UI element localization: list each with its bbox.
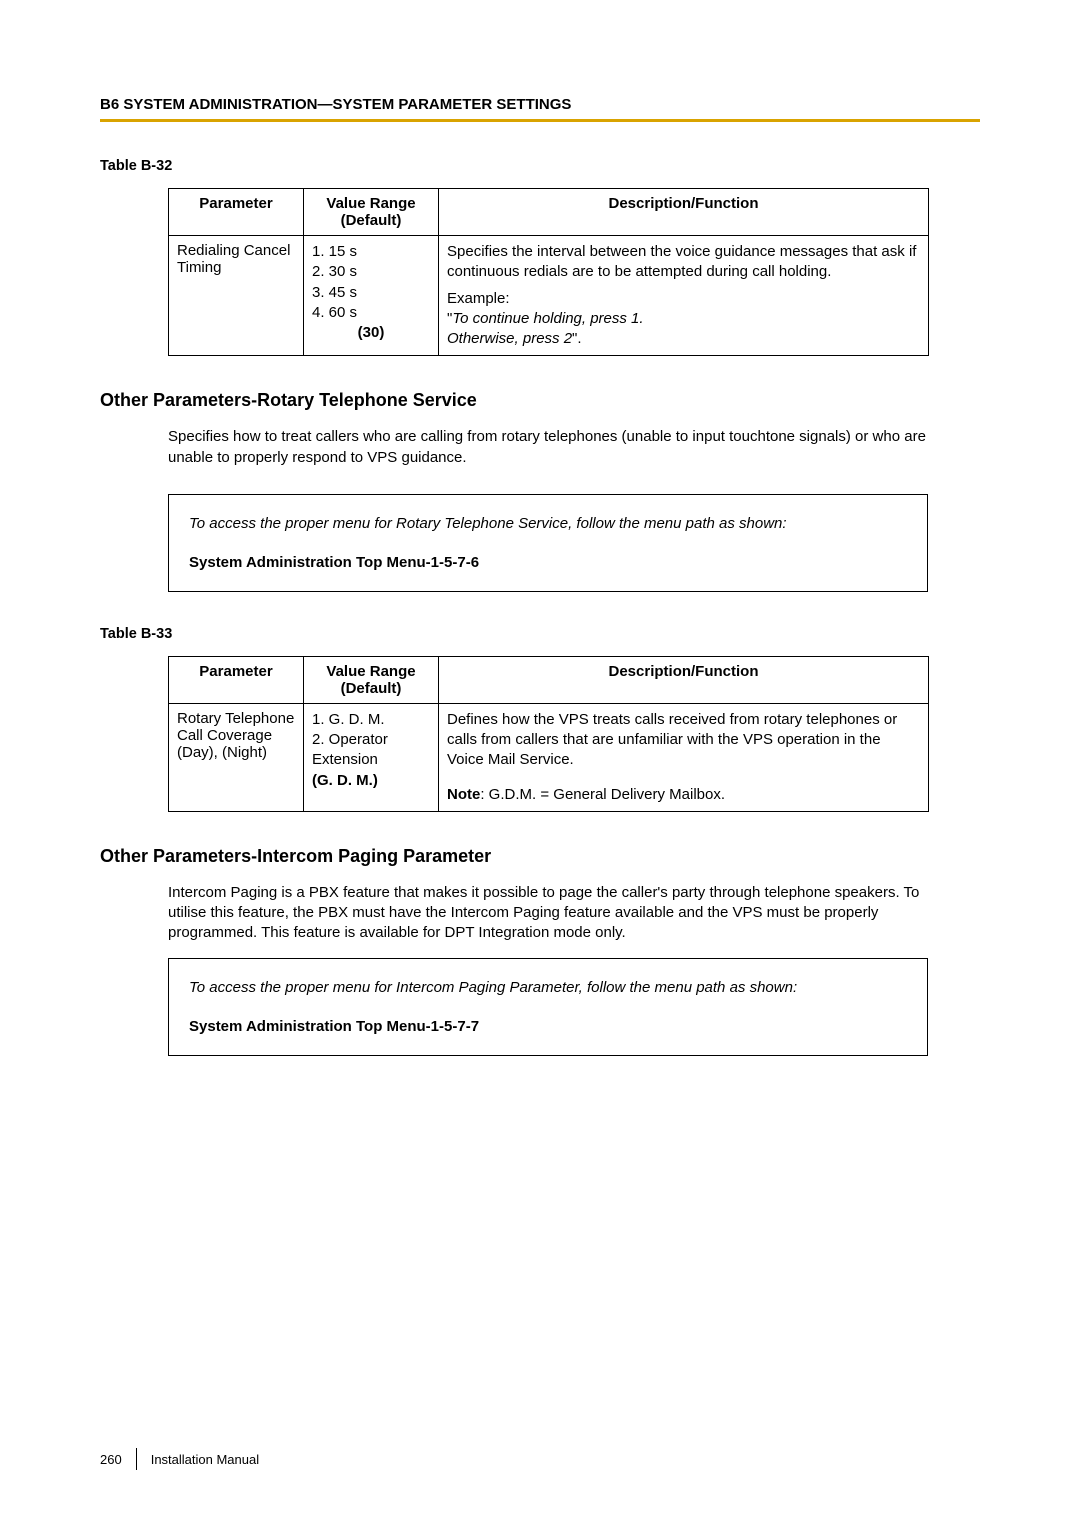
col-header-parameter: Parameter (169, 656, 304, 703)
value-option: 1. G. D. M. (312, 710, 430, 730)
example-label: Example: (447, 289, 920, 309)
note-label: Note (447, 786, 480, 803)
cell-description: Defines how the VPS treats calls receive… (439, 703, 929, 811)
intercom-menu-box: To access the proper menu for Intercom P… (168, 958, 928, 1056)
page-header-title: B6 SYSTEM ADMINISTRATION—SYSTEM PARAMETE… (100, 96, 980, 113)
col-header-description: Description/Function (439, 656, 929, 703)
cell-value-range: 1. 15 s 2. 30 s 3. 45 s 4. 60 s (30) (304, 236, 439, 356)
footer-divider (136, 1448, 137, 1470)
col-header-value: Value Range (Default) (304, 656, 439, 703)
value-option: 2. 30 s (312, 262, 430, 282)
quote-close: ". (572, 330, 582, 347)
page-footer: 260 Installation Manual (100, 1448, 259, 1470)
description-text: Specifies the interval between the voice… (447, 242, 920, 283)
section-heading-rotary: Other Parameters-Rotary Telephone Servic… (100, 390, 980, 411)
header-rule (100, 119, 980, 122)
table-header-row: Parameter Value Range (Default) Descript… (169, 656, 929, 703)
table-row: Redialing Cancel Timing 1. 15 s 2. 30 s … (169, 236, 929, 356)
value-option: 4. 60 s (312, 303, 430, 323)
col-header-description: Description/Function (439, 189, 929, 236)
menu-path: System Administration Top Menu-1-5-7-7 (189, 1016, 907, 1037)
page-number: 260 (100, 1452, 122, 1467)
menu-intro: To access the proper menu for Rotary Tel… (189, 513, 907, 534)
col-header-parameter: Parameter (169, 189, 304, 236)
doc-title: Installation Manual (151, 1452, 259, 1467)
menu-intro: To access the proper menu for Intercom P… (189, 977, 907, 998)
example-line2: Otherwise, press 2 (447, 330, 572, 347)
cell-description: Specifies the interval between the voice… (439, 236, 929, 356)
table-b32-label: Table B-32 (100, 158, 980, 174)
rotary-menu-box: To access the proper menu for Rotary Tel… (168, 494, 928, 592)
table-b32: Parameter Value Range (Default) Descript… (168, 188, 929, 356)
value-option: 3. 45 s (312, 283, 430, 303)
value-default: (30) (312, 323, 430, 343)
value-default: (G. D. M.) (312, 771, 430, 791)
section-heading-intercom: Other Parameters-Intercom Paging Paramet… (100, 846, 980, 867)
value-option: 2. Operator Extension (312, 730, 430, 771)
table-b33: Parameter Value Range (Default) Descript… (168, 656, 929, 812)
menu-path: System Administration Top Menu-1-5-7-6 (189, 552, 907, 573)
cell-parameter: Rotary Telephone Call Coverage (Day), (N… (169, 703, 304, 811)
example-line1: To continue holding, press 1. (452, 310, 643, 327)
col-header-value: Value Range (Default) (304, 189, 439, 236)
rotary-body-text: Specifies how to treat callers who are c… (168, 427, 928, 468)
note-text: : G.D.M. = General Delivery Mailbox. (480, 786, 725, 803)
table-row: Rotary Telephone Call Coverage (Day), (N… (169, 703, 929, 811)
table-b33-label: Table B-33 (100, 626, 980, 642)
cell-value-range: 1. G. D. M. 2. Operator Extension (G. D.… (304, 703, 439, 811)
table-header-row: Parameter Value Range (Default) Descript… (169, 189, 929, 236)
description-text: Defines how the VPS treats calls receive… (447, 710, 920, 771)
intercom-body-text: Intercom Paging is a PBX feature that ma… (168, 883, 928, 944)
cell-parameter: Redialing Cancel Timing (169, 236, 304, 356)
value-option: 1. 15 s (312, 242, 430, 262)
